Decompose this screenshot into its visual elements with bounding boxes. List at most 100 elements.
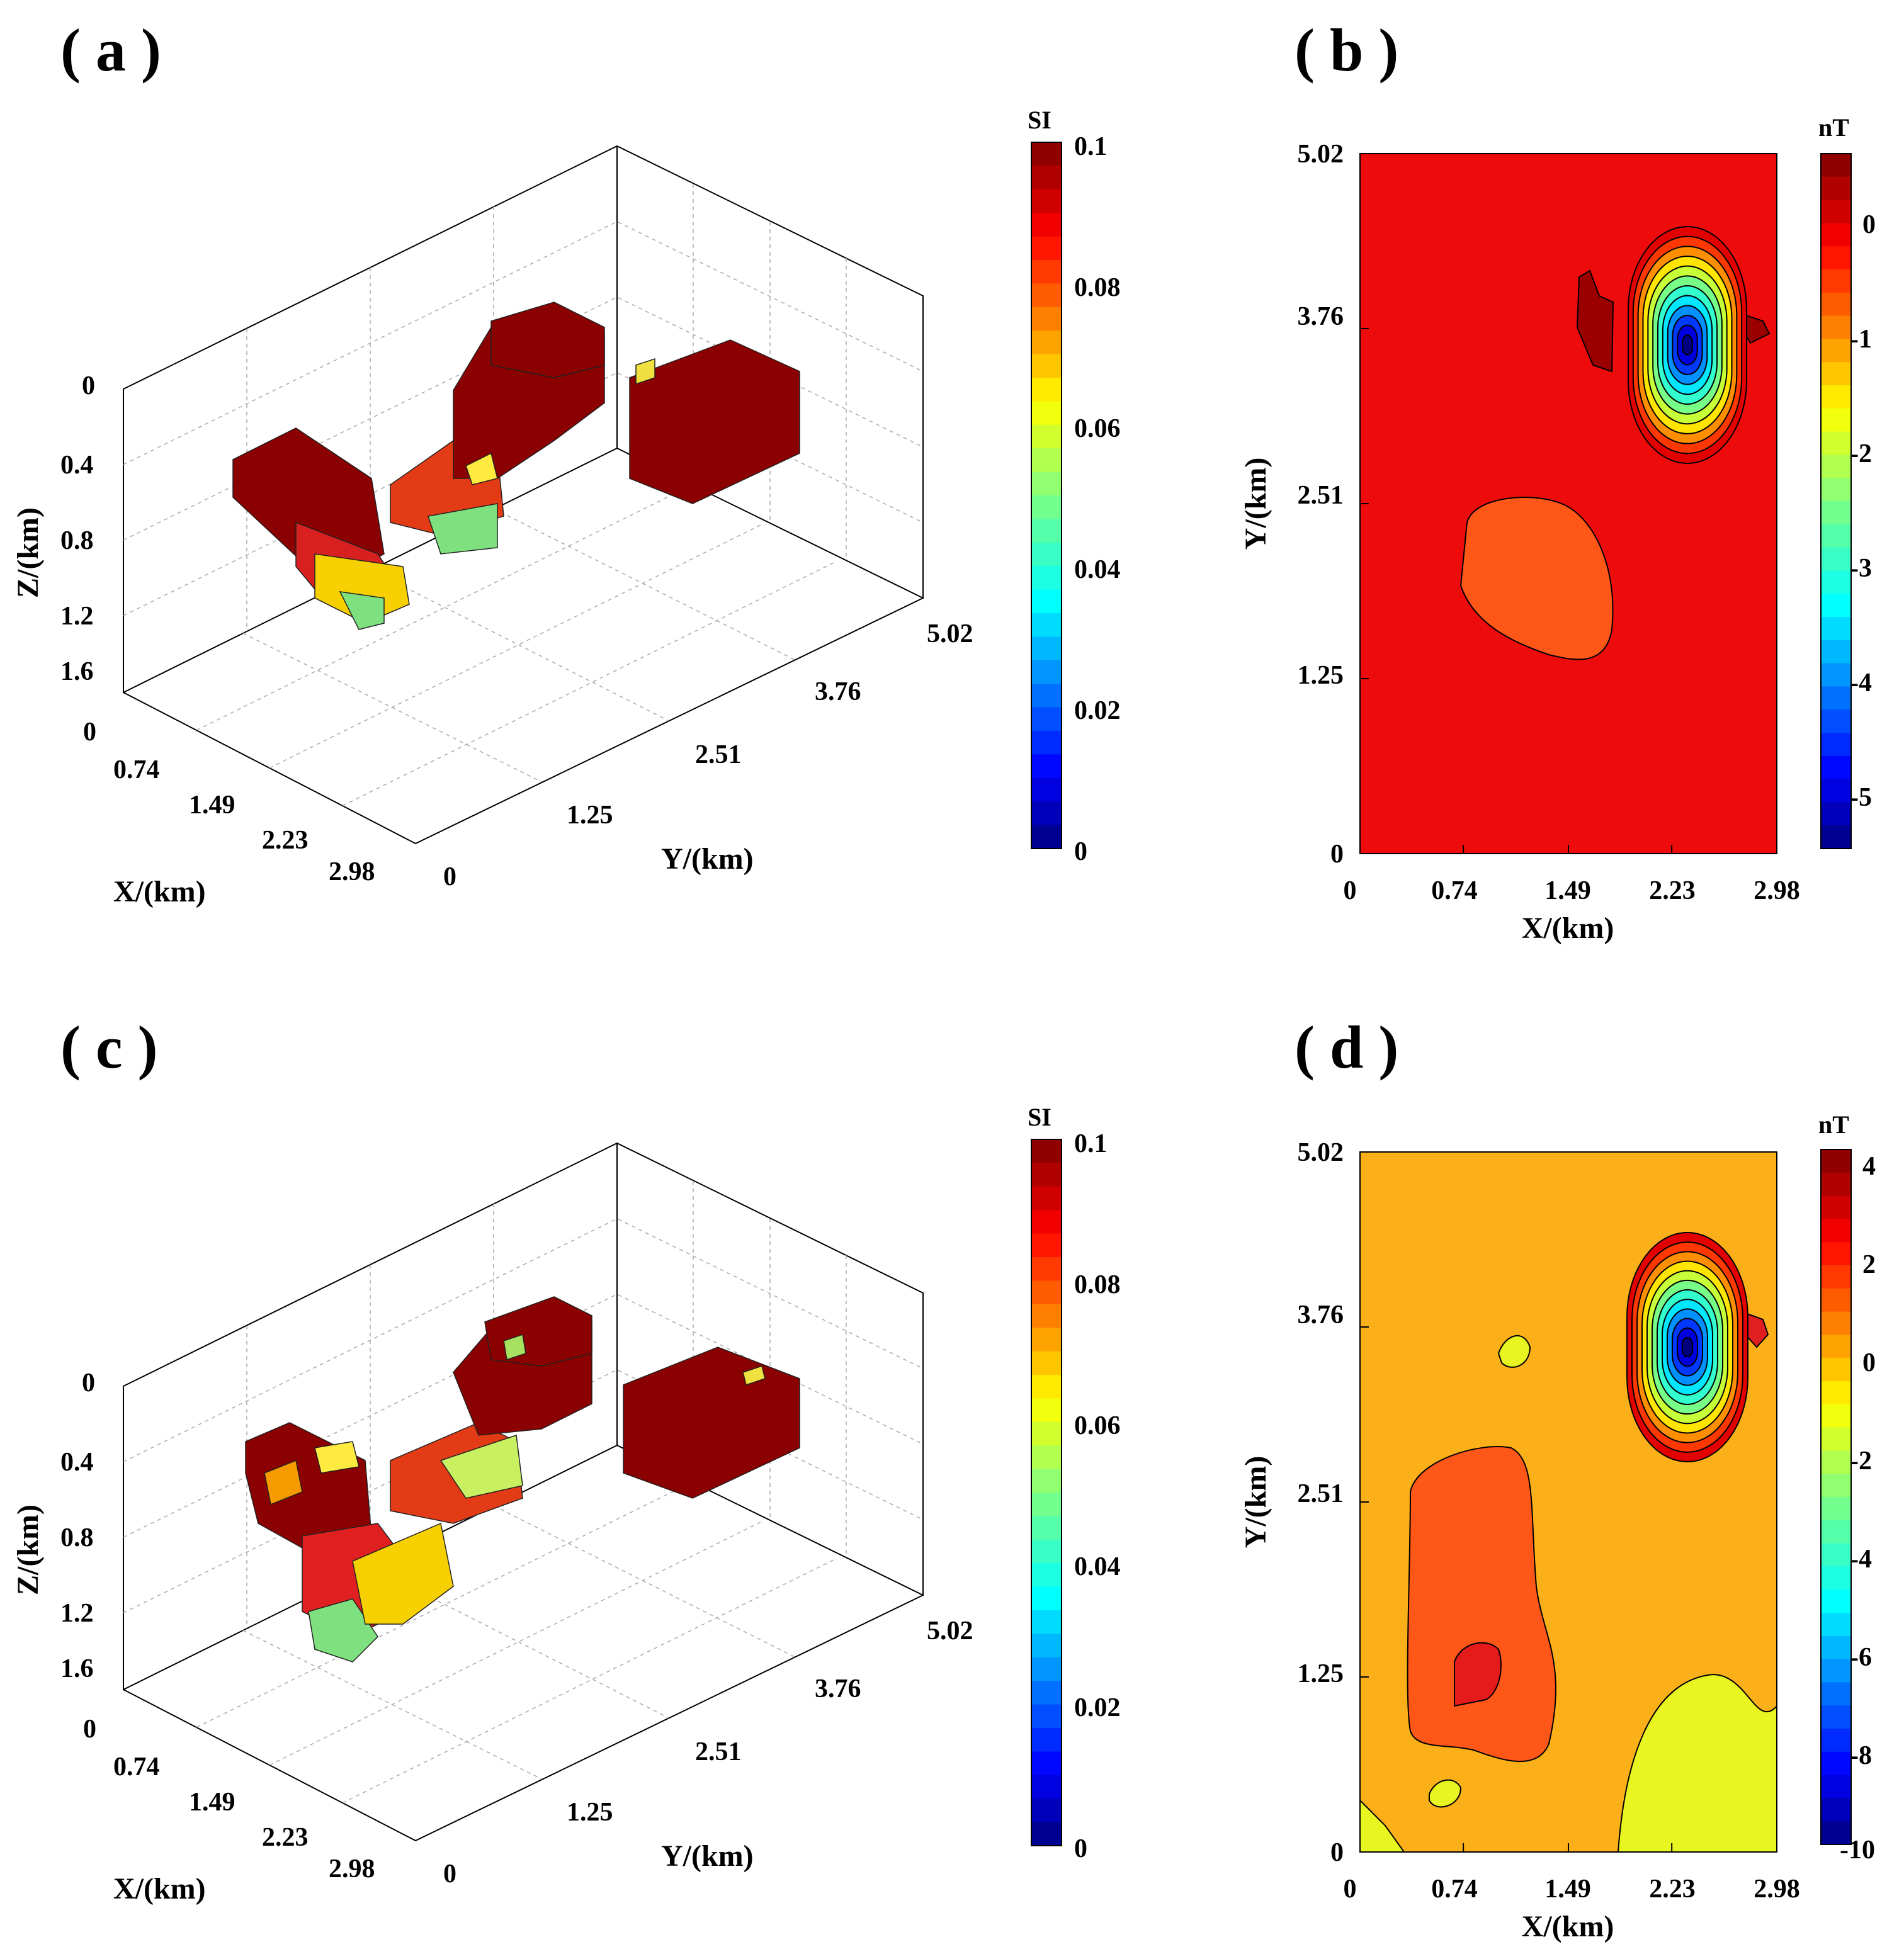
panel-d-colorbar-swatch (1821, 1497, 1851, 1521)
panel-b-colorbar-swatch (1821, 269, 1851, 293)
panel-d-contour-field (1360, 1152, 1777, 1852)
panel-a-colorbar-swatch (1031, 401, 1062, 426)
panel-c-colorbar-swatch (1031, 1493, 1062, 1516)
panel-d-x-tick-3: 2.23 (1649, 1875, 1696, 1904)
panel-a-colorbar-swatch (1031, 636, 1062, 661)
panel-a-x-label: X/(km) (113, 875, 206, 908)
panel-c-colorbar-swatch (1031, 1445, 1062, 1470)
panel-a-label: ( a ) (60, 16, 161, 84)
panel-a-colorbar-swatch (1031, 825, 1062, 849)
panel-d-colorbar-swatch (1821, 1705, 1851, 1729)
panel-a-colorbar-swatch (1031, 471, 1062, 496)
panel-a-colorbar-swatch (1031, 754, 1062, 779)
panel-a-colorbar-swatch (1031, 260, 1062, 284)
panel-d-ticks (1359, 1151, 1777, 1853)
panel-c-colorbar-swatch (1031, 1351, 1062, 1375)
panel-d-colorbar-swatch (1821, 1172, 1851, 1197)
panel-c-colorbar-swatch (1031, 1139, 1062, 1163)
panel-d-colorbar-swatch (1821, 1613, 1851, 1637)
panel-c-z-label: Z/(km) (11, 1505, 45, 1595)
panel-a-colorbar-swatch (1031, 283, 1062, 308)
panel-d-colorbar-swatch (1821, 1219, 1851, 1243)
panel-c-cb-tick-1: 0.08 (1074, 1270, 1121, 1299)
panel-a-z-tick-2: 0.8 (60, 526, 94, 555)
panel-b-colorbar-swatch (1821, 408, 1851, 432)
panel-b-cb-tick-0: 0 (1862, 210, 1876, 239)
panel-d-colorbar-swatch (1821, 1474, 1851, 1498)
panel-a-y-tick-2: 2.51 (695, 740, 742, 769)
panel-a-colorbar-swatch (1031, 777, 1062, 802)
panel-b-ticks (1359, 153, 1777, 854)
panel-d-colorbar-swatch (1821, 1798, 1851, 1822)
panel-b-dipole-contour (1682, 334, 1693, 356)
panel-a-colorbar-swatch (1031, 731, 1062, 755)
panel-b-x-tick-1: 0.74 (1431, 876, 1478, 905)
panel-a-cb-tick-3: 0.04 (1074, 555, 1121, 584)
panel-d-colorbar-swatch (1821, 1427, 1851, 1451)
panel-c-colorbar-swatch (1031, 1328, 1062, 1352)
panel-a-z-tick-0: 0 (82, 371, 95, 400)
panel-c-y-tick-3: 3.76 (815, 1674, 861, 1703)
panel-c-cb-tick-3: 0.04 (1074, 1552, 1121, 1581)
panel-c-colorbar-swatch (1031, 1516, 1062, 1540)
panel-d-colorbar-swatch (1821, 1635, 1851, 1660)
panel-b-x-tick-4: 2.98 (1754, 876, 1800, 905)
panel-d-cb-tick-7: -10 (1840, 1836, 1875, 1865)
panel-b-colorbar-swatch (1821, 362, 1851, 386)
panel-a-z-tick-4: 1.6 (60, 657, 94, 686)
panel-a-colorbar-frame (1031, 142, 1062, 849)
panel-a-z-tick-1: 0.4 (60, 451, 94, 480)
panel-c-colorbar-swatch (1031, 1469, 1062, 1493)
panel-c-z-tick-3: 1.2 (60, 1599, 94, 1628)
panel-d-colorbar-swatch (1821, 1381, 1851, 1405)
panel-c-colorbar-swatch (1031, 1798, 1062, 1823)
panel-d-colorbar-swatch (1821, 1751, 1851, 1776)
panel-a-colorbar-swatch (1031, 424, 1062, 449)
panel-c-colorbar-swatch (1031, 1539, 1062, 1564)
panel-b-colorbar-swatch (1821, 339, 1851, 363)
panel-b-x-tick-2: 1.49 (1544, 876, 1591, 905)
panel-c-colorbar-swatch (1031, 1704, 1062, 1729)
panel-b-low-anomaly (1459, 497, 1614, 660)
panel-b-colorbar-swatch (1821, 570, 1851, 594)
panel-a-colorbar-swatch (1031, 166, 1062, 190)
panel-c-z-tick-1: 0.4 (60, 1448, 94, 1477)
panel-a-colorbar-swatch (1031, 495, 1062, 519)
panel-a-y-tick-0: 0 (443, 862, 456, 891)
panel-a-colorbar (1031, 142, 1062, 849)
panel-d-high-anomaly-2 (1454, 1642, 1502, 1707)
panel-c-colorbar-swatch (1031, 1375, 1062, 1399)
panel-b-colorbar-swatch (1821, 315, 1851, 339)
panel-c-x-label: X/(km) (113, 1872, 206, 1905)
panel-d-y-tick-1: 1.25 (1298, 1659, 1344, 1688)
panel-a-cb-tick-5: 0 (1074, 837, 1087, 866)
panel-d-x-tick-2: 1.49 (1544, 1875, 1591, 1904)
panel-b-colorbar-swatch (1821, 385, 1851, 409)
panel-b-x-tick-3: 2.23 (1649, 876, 1696, 905)
panel-c-colorbar-swatch (1031, 1634, 1062, 1658)
panel-c-colorbar-swatch (1031, 1822, 1062, 1846)
panel-c-colorbar-swatch (1031, 1657, 1062, 1681)
panel-c-colorbar-swatch (1031, 1751, 1062, 1776)
panel-d-colorbar-swatch (1821, 1242, 1851, 1266)
panel-b-colorbar-swatch (1821, 200, 1851, 223)
panel-d-low-anomaly (1617, 1673, 1777, 1852)
panel-b-x-tick-0: 0 (1344, 876, 1357, 905)
panel-d-colorbar-swatch (1821, 1450, 1851, 1474)
panel-d-low-anomaly-4 (1497, 1335, 1531, 1368)
panel-c-colorbar-swatch (1031, 1775, 1062, 1799)
panel-a-colorbar-swatch (1031, 189, 1062, 213)
panel-c-colorbar-swatch (1031, 1280, 1062, 1305)
panel-d-colorbar-swatch (1821, 1149, 1851, 1173)
panel-b-y-tick-1: 1.25 (1298, 661, 1344, 690)
panel-b-dipole (1628, 226, 1747, 464)
panel-a-y-label: Y/(km) (661, 842, 754, 876)
panel-d-cb-tick-6: -8 (1850, 1741, 1872, 1770)
panel-d-cb-tick-1: 2 (1862, 1250, 1876, 1279)
panel-b-cb-tick-1: -1 (1850, 325, 1872, 354)
panel-d-y-tick-0: 0 (1330, 1838, 1344, 1867)
panel-d-cb-tick-4: -4 (1850, 1545, 1872, 1574)
panel-a-z-label: Z/(km) (11, 507, 45, 598)
panel-b-y-tick-4: 5.02 (1298, 140, 1344, 169)
